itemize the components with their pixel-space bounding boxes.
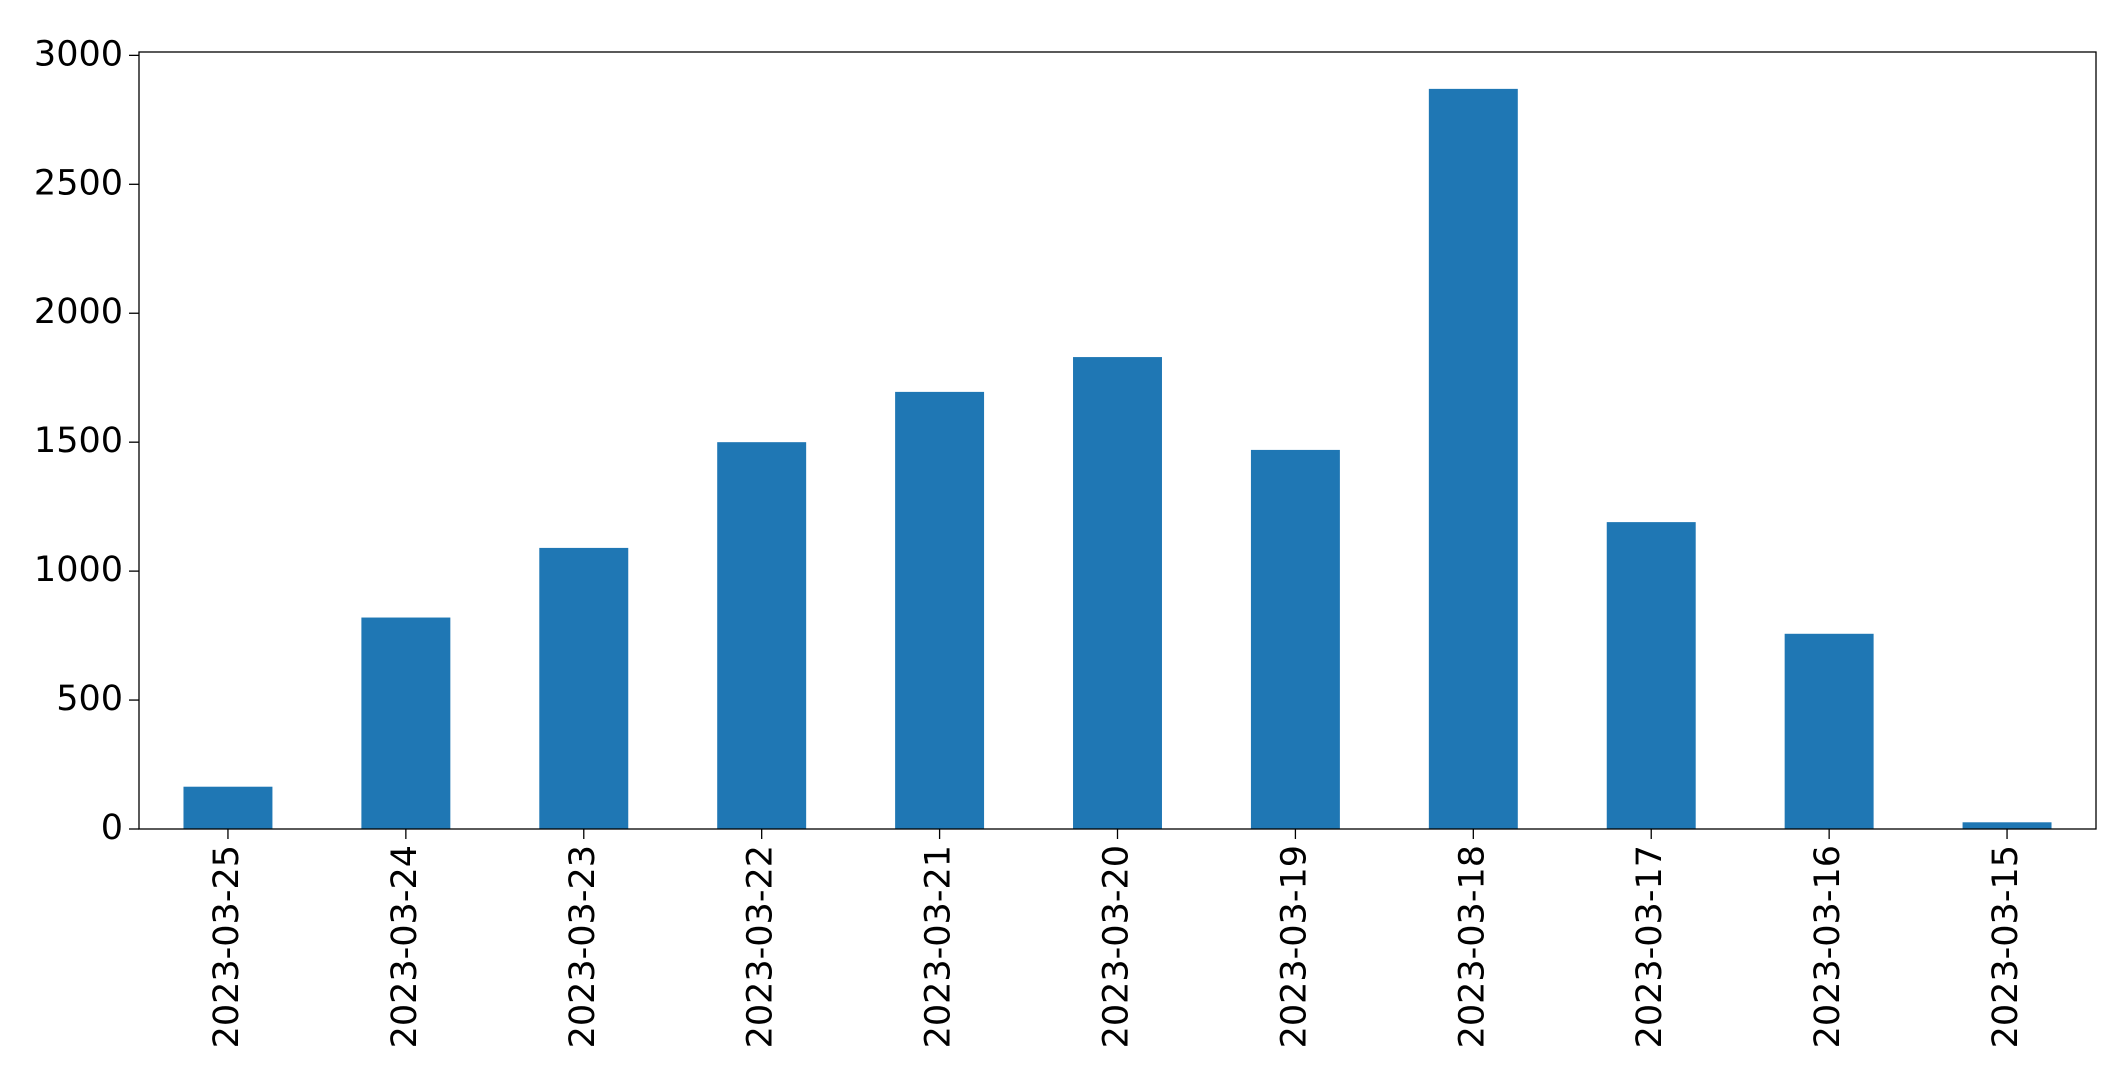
y-tick-label: 3000 [34, 34, 123, 74]
bar [539, 547, 629, 829]
y-tick-label: 1500 [34, 421, 123, 461]
bar [1428, 88, 1518, 829]
x-tick-label: 2023-03-20 [1097, 845, 1137, 1048]
x-tick-label: 2023-03-15 [1986, 845, 2026, 1048]
x-tick-label: 2023-03-23 [563, 845, 603, 1048]
x-tick-label: 2023-03-19 [1274, 845, 1314, 1048]
bar [1250, 449, 1340, 829]
x-tick-label: 2023-03-17 [1630, 845, 1670, 1048]
y-tick-label: 2500 [34, 163, 123, 203]
y-tick-label: 2000 [34, 292, 123, 332]
bar [361, 617, 451, 829]
bar [1784, 633, 1874, 829]
bar [183, 786, 273, 829]
x-tick-label: 2023-03-18 [1452, 845, 1492, 1048]
x-tick-label: 2023-03-24 [385, 845, 425, 1048]
bar [1073, 357, 1162, 829]
x-tick-label: 2023-03-22 [741, 845, 781, 1048]
y-tick-label: 500 [56, 679, 123, 719]
bar [1606, 522, 1696, 829]
bar [895, 391, 985, 829]
x-tick-label: 2023-03-25 [207, 845, 247, 1048]
bar [1962, 822, 2052, 829]
x-tick-label: 2023-03-21 [919, 845, 959, 1048]
bar [717, 442, 807, 829]
x-tick-label: 2023-03-16 [1808, 845, 1848, 1048]
y-tick-label: 1000 [34, 550, 123, 590]
y-tick-label: 0 [101, 808, 123, 848]
plot-frame [138, 51, 2097, 830]
